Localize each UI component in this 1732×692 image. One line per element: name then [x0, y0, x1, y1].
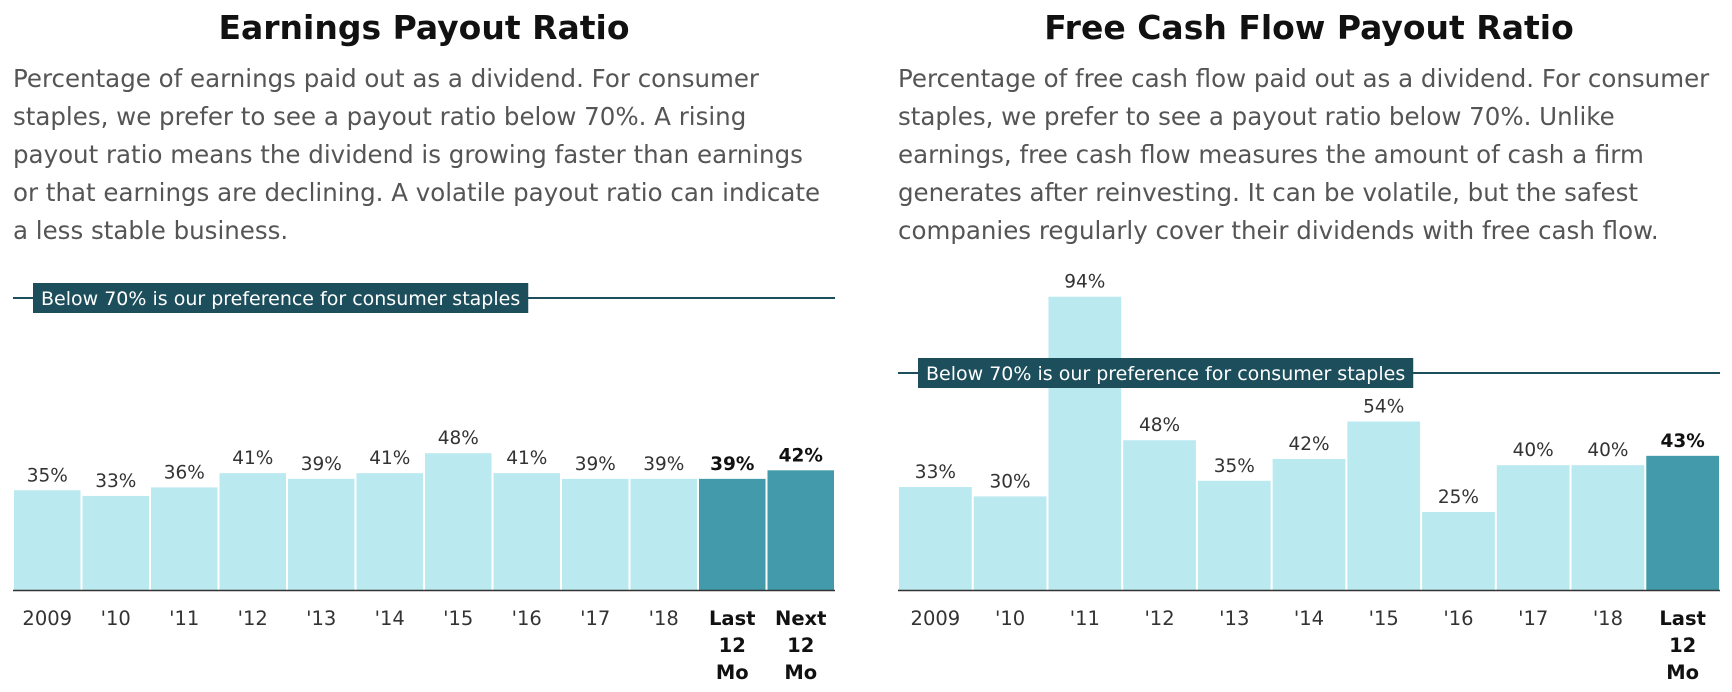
- bar-10: [1646, 455, 1719, 590]
- bar-7: [1422, 512, 1495, 590]
- data-label-5: 42%: [1288, 434, 1329, 455]
- fcf-payout-panel: Free Cash Flow Payout Ratio Percentage o…: [898, 0, 1720, 692]
- x-tick-label-5: '14: [375, 607, 405, 630]
- reference-label-bg: [33, 283, 529, 313]
- reference-label-text: Below 70% is our preference for consumer…: [926, 363, 1405, 385]
- reference-label-bg: [918, 358, 1414, 388]
- bar-9: [1571, 465, 1645, 590]
- chart-description: Percentage of earnings paid out as a div…: [13, 64, 821, 245]
- data-label-3: 41%: [232, 448, 273, 469]
- x-tick-label-11: Next 12 Mo: [775, 607, 826, 684]
- data-label-1: 30%: [990, 471, 1031, 492]
- x-tick-label-7: '16: [512, 607, 542, 630]
- bar-3: [1123, 440, 1196, 590]
- bar-11: [767, 470, 834, 590]
- chart-title: Earnings Payout Ratio: [218, 8, 630, 47]
- data-label-5: 41%: [369, 448, 410, 469]
- bar-1: [82, 495, 149, 590]
- fcf-payout-chart: 33% 2009 30% '10 94% '11 48% '12 35% '13 42% '14 54%…: [898, 272, 1720, 684]
- chart-title: Free Cash Flow Payout Ratio: [1044, 8, 1574, 47]
- data-label-9: 40%: [1587, 440, 1628, 461]
- data-label-0: 33%: [915, 462, 956, 483]
- x-tick-label-4: '13: [1219, 607, 1249, 630]
- earnings-payout-panel: Earnings Payout Ratio Percentage of earn…: [13, 0, 835, 692]
- data-label-8: 40%: [1513, 440, 1554, 461]
- x-tick-label-2: '11: [169, 607, 199, 630]
- data-label-8: 39%: [575, 454, 616, 475]
- bar-9: [630, 478, 697, 590]
- bar-3: [219, 473, 286, 590]
- data-label-11: 42%: [779, 445, 823, 466]
- data-label-10: 43%: [1660, 431, 1704, 452]
- x-tick-label-9: '18: [649, 607, 679, 630]
- x-tick-label-5: '14: [1294, 607, 1324, 630]
- chart-description: Percentage of free cash flow paid out as…: [898, 64, 1710, 245]
- x-tick-label-6: '15: [1369, 607, 1399, 630]
- bar-7: [493, 473, 560, 590]
- bar-1: [973, 496, 1047, 590]
- x-tick-label-1: '10: [101, 607, 131, 630]
- x-tick-label-9: '18: [1593, 607, 1623, 630]
- data-label-4: 35%: [1214, 456, 1255, 477]
- data-label-0: 35%: [27, 465, 68, 486]
- bar-0: [899, 487, 972, 590]
- bar-10: [699, 478, 766, 590]
- data-label-1: 33%: [95, 471, 136, 492]
- data-label-6: 48%: [438, 428, 479, 449]
- bar-0: [14, 490, 81, 590]
- x-tick-label-3: '12: [238, 607, 268, 630]
- bar-2: [151, 487, 218, 590]
- x-tick-label-2: '11: [1070, 607, 1100, 630]
- bar-8: [562, 478, 629, 590]
- bar-4: [288, 478, 355, 590]
- reference-label: Below 70% is our preference for consumer…: [918, 358, 1414, 388]
- x-tick-label-8: '17: [580, 607, 610, 630]
- bar-5: [356, 473, 423, 590]
- data-label-10: 39%: [710, 454, 754, 475]
- x-tick-label-6: '15: [443, 607, 473, 630]
- data-label-4: 39%: [301, 454, 342, 475]
- reference-label-text: Below 70% is our preference for consumer…: [41, 288, 520, 310]
- x-tick-label-3: '12: [1144, 607, 1174, 630]
- bar-2: [1048, 296, 1122, 590]
- data-label-2: 94%: [1064, 272, 1105, 293]
- x-tick-label-10: Last 12 Mo: [709, 607, 756, 684]
- bar-6: [425, 453, 492, 590]
- earnings-payout-chart: 35% 2009 33% '10 36% '11 41% '12 39% '13 41% '14 48%…: [13, 283, 835, 684]
- data-label-3: 48%: [1139, 415, 1180, 436]
- data-label-7: 41%: [506, 448, 547, 469]
- x-tick-label-4: '13: [306, 607, 336, 630]
- bar-4: [1197, 480, 1271, 590]
- x-tick-label-0: 2009: [22, 607, 72, 630]
- x-tick-label-7: '16: [1443, 607, 1473, 630]
- reference-label: Below 70% is our preference for consumer…: [33, 283, 529, 313]
- x-tick-label-8: '17: [1518, 607, 1548, 630]
- data-label-9: 39%: [643, 454, 684, 475]
- data-label-6: 54%: [1363, 397, 1404, 418]
- data-label-7: 25%: [1438, 487, 1479, 508]
- bar-5: [1272, 458, 1346, 590]
- x-tick-label-1: '10: [995, 607, 1025, 630]
- bar-8: [1496, 465, 1570, 590]
- data-label-2: 36%: [164, 462, 205, 483]
- bar-6: [1347, 421, 1421, 590]
- x-tick-label-10: Last 12 Mo: [1659, 607, 1706, 684]
- x-tick-label-0: 2009: [911, 607, 961, 630]
